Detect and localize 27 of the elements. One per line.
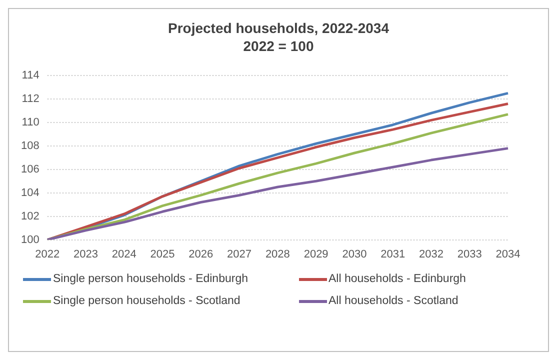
x-tick-label: 2031 — [380, 248, 406, 260]
x-tick-label: 2022 — [35, 248, 60, 260]
x-tick-label: 2026 — [188, 248, 214, 260]
x-tick-label: 2024 — [112, 248, 136, 260]
legend-label: All households - Edinburgh — [328, 273, 466, 285]
x-tick-label: 2029 — [304, 248, 328, 260]
y-tick-label: 100 — [20, 234, 40, 246]
legend-label: All households - Scotland — [328, 295, 458, 307]
y-tick-label: 114 — [22, 70, 40, 82]
y-tick-label: 110 — [22, 116, 40, 129]
x-tick-label: 2033 — [457, 248, 482, 260]
x-tick-label: 2028 — [265, 248, 290, 260]
x-tick-label: 2025 — [150, 248, 175, 260]
x-tick-label: 2034 — [496, 248, 520, 260]
legend-label: Single person households - Scotland — [53, 295, 240, 307]
y-tick-label: 106 — [20, 163, 40, 176]
y-tick-label: 102 — [20, 210, 40, 222]
y-tick-label: 104 — [20, 186, 40, 199]
chart-subtitle: 2022 = 100 — [242, 37, 315, 55]
x-tick-label: 2023 — [74, 248, 98, 260]
y-tick-label: 112 — [22, 93, 40, 106]
x-tick-label: 2032 — [418, 248, 444, 260]
x-tick-label: 2030 — [342, 248, 367, 260]
y-tick-label: 108 — [20, 140, 40, 152]
x-tick-label: 2027 — [227, 248, 252, 260]
legend-label: Single person households - Edinburgh — [53, 273, 248, 285]
chart-title: Projected households, 2022-2034 — [167, 19, 390, 37]
